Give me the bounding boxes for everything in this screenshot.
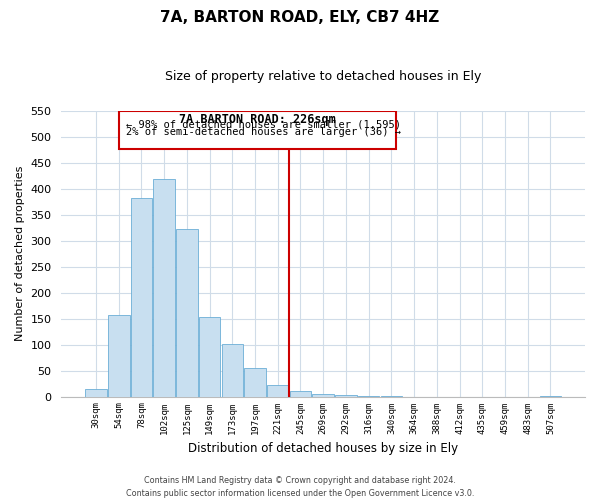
Text: Contains HM Land Registry data © Crown copyright and database right 2024.
Contai: Contains HM Land Registry data © Crown c… xyxy=(126,476,474,498)
Bar xyxy=(154,178,175,396)
Bar xyxy=(119,110,396,149)
Title: Size of property relative to detached houses in Ely: Size of property relative to detached ho… xyxy=(165,70,481,83)
Bar xyxy=(267,385,289,396)
Bar xyxy=(108,315,130,396)
Text: 2% of semi-detached houses are larger (36) →: 2% of semi-detached houses are larger (3… xyxy=(125,127,401,137)
Text: 7A, BARTON ROAD, ELY, CB7 4HZ: 7A, BARTON ROAD, ELY, CB7 4HZ xyxy=(160,10,440,25)
Bar xyxy=(199,317,220,396)
Text: 7A BARTON ROAD: 226sqm: 7A BARTON ROAD: 226sqm xyxy=(179,112,335,126)
X-axis label: Distribution of detached houses by size in Ely: Distribution of detached houses by size … xyxy=(188,442,458,455)
Bar xyxy=(176,228,197,396)
Bar xyxy=(131,198,152,396)
Text: ← 98% of detached houses are smaller (1,595): ← 98% of detached houses are smaller (1,… xyxy=(125,120,401,130)
Y-axis label: Number of detached properties: Number of detached properties xyxy=(15,166,25,341)
Bar xyxy=(85,389,107,396)
Bar xyxy=(290,392,311,396)
Bar xyxy=(313,394,334,396)
Bar xyxy=(335,395,357,396)
Bar xyxy=(221,344,243,397)
Bar xyxy=(244,368,266,396)
